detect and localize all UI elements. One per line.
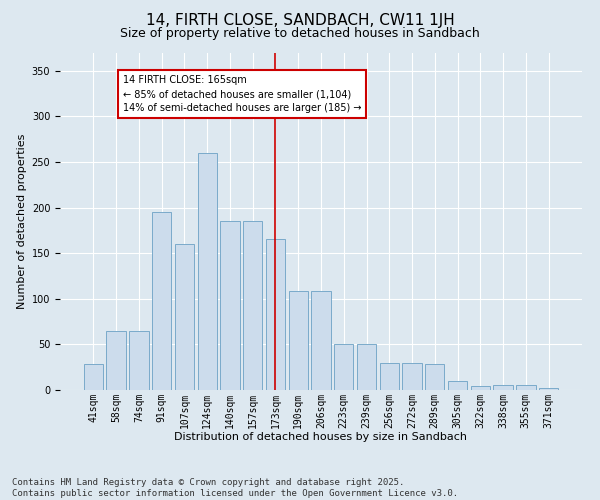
Bar: [380, 362, 399, 390]
Bar: [106, 330, 126, 390]
Bar: [220, 221, 239, 390]
Bar: [152, 212, 172, 390]
X-axis label: Distribution of detached houses by size in Sandbach: Distribution of detached houses by size …: [175, 432, 467, 442]
Bar: [539, 388, 558, 390]
Bar: [516, 384, 536, 390]
Text: 14 FIRTH CLOSE: 165sqm
← 85% of detached houses are smaller (1,104)
14% of semi-: 14 FIRTH CLOSE: 165sqm ← 85% of detached…: [123, 76, 361, 114]
Bar: [175, 244, 194, 390]
Bar: [334, 344, 353, 390]
Bar: [425, 364, 445, 390]
Bar: [289, 292, 308, 390]
Y-axis label: Number of detached properties: Number of detached properties: [17, 134, 28, 309]
Bar: [197, 153, 217, 390]
Text: Contains HM Land Registry data © Crown copyright and database right 2025.
Contai: Contains HM Land Registry data © Crown c…: [12, 478, 458, 498]
Text: 14, FIRTH CLOSE, SANDBACH, CW11 1JH: 14, FIRTH CLOSE, SANDBACH, CW11 1JH: [146, 12, 454, 28]
Bar: [448, 381, 467, 390]
Bar: [493, 386, 513, 390]
Text: Size of property relative to detached houses in Sandbach: Size of property relative to detached ho…: [120, 28, 480, 40]
Bar: [84, 364, 103, 390]
Bar: [243, 221, 262, 390]
Bar: [266, 240, 285, 390]
Bar: [311, 292, 331, 390]
Bar: [129, 330, 149, 390]
Bar: [470, 386, 490, 390]
Bar: [357, 344, 376, 390]
Bar: [403, 362, 422, 390]
